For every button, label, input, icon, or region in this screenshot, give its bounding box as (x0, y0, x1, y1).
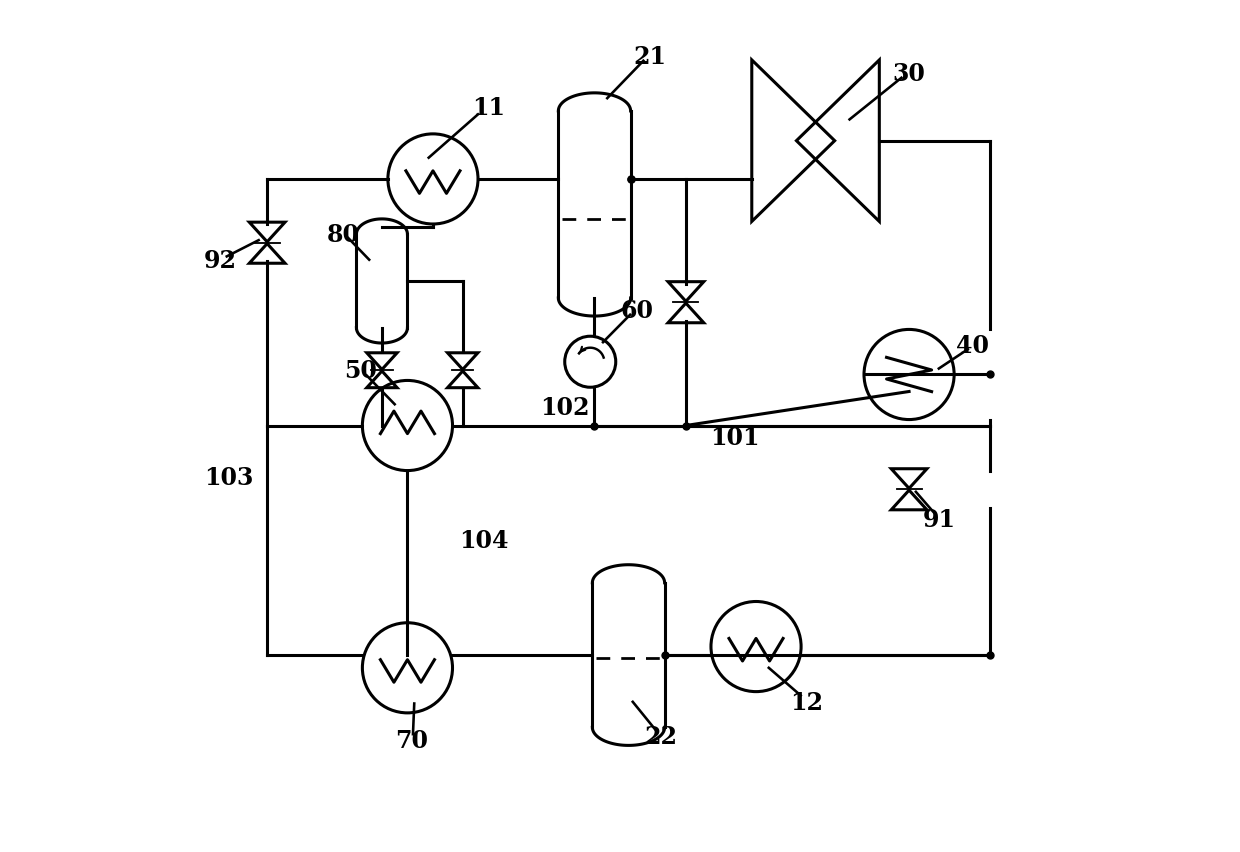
Text: 102: 102 (539, 395, 589, 419)
Text: 103: 103 (205, 465, 254, 489)
Text: 101: 101 (711, 425, 760, 449)
Text: 21: 21 (634, 44, 666, 68)
Text: 91: 91 (923, 508, 955, 532)
Text: 104: 104 (459, 528, 508, 553)
Text: 40: 40 (956, 333, 990, 357)
Text: 70: 70 (396, 728, 428, 752)
Text: 92: 92 (203, 249, 237, 273)
Text: 50: 50 (345, 359, 377, 383)
Text: 11: 11 (471, 95, 505, 119)
Text: 30: 30 (893, 61, 925, 85)
Text: 12: 12 (791, 690, 823, 714)
Text: 60: 60 (620, 298, 653, 323)
Text: 80: 80 (327, 223, 360, 247)
Text: 22: 22 (645, 724, 677, 748)
